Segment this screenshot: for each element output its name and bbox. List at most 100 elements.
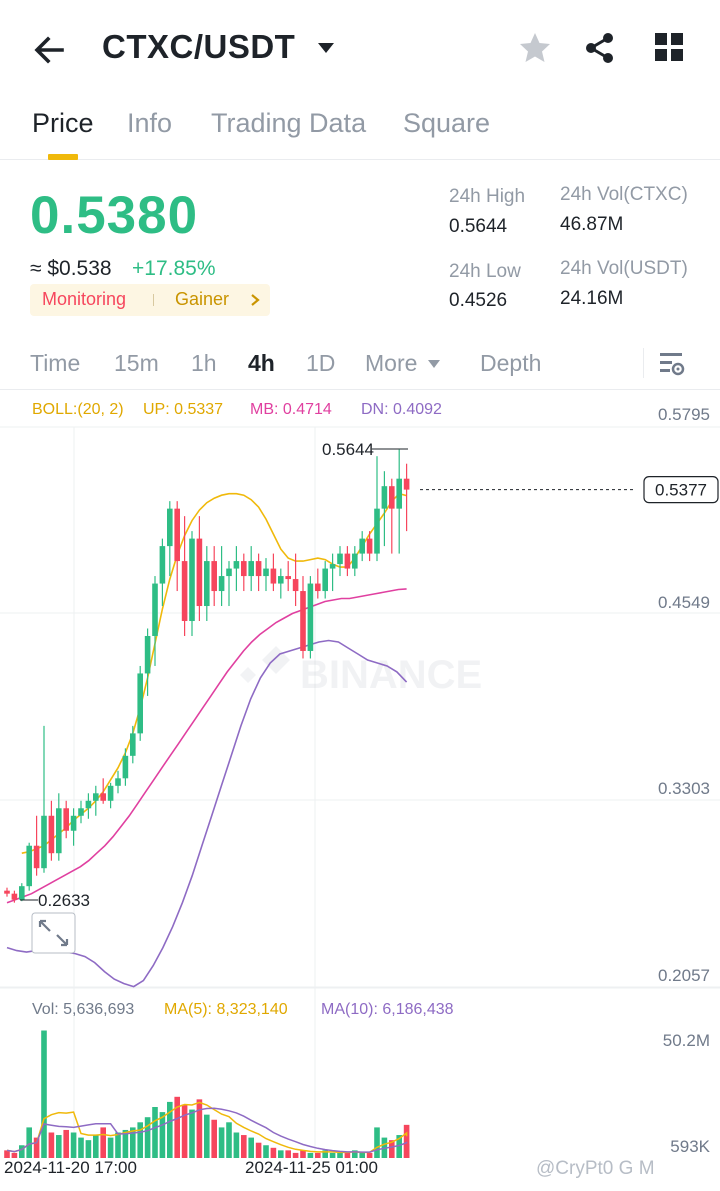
candle-body	[233, 561, 240, 569]
volume-bar	[359, 1152, 365, 1158]
volume-bar	[130, 1127, 136, 1158]
caret-down-icon[interactable]	[316, 40, 336, 56]
tag-divider	[153, 294, 154, 306]
candle-body	[337, 553, 343, 565]
tab-trading-data[interactable]: Trading Data	[211, 108, 367, 138]
expand-chart-button[interactable]	[31, 912, 76, 954]
tf-depth[interactable]: Depth	[480, 350, 542, 376]
candle	[322, 561, 328, 599]
volume-bar	[4, 1150, 10, 1158]
volume-bar	[204, 1114, 210, 1158]
volume-bar	[78, 1137, 84, 1158]
low-annotation: 0.2633	[20, 891, 90, 910]
candle-body	[4, 890, 10, 894]
candle	[48, 800, 55, 861]
tf-more[interactable]: More	[365, 350, 418, 376]
candle-body	[107, 785, 114, 801]
volume-bar	[41, 1030, 47, 1158]
candle-body	[152, 583, 158, 636]
volume-ma-lines	[6, 1101, 408, 1154]
tf-1h[interactable]: 1h	[191, 350, 217, 376]
candle	[366, 531, 373, 562]
candle	[107, 782, 114, 809]
candle	[278, 568, 284, 599]
candle	[196, 516, 203, 622]
boll-middle-line	[6, 588, 407, 904]
candle-body	[278, 576, 284, 584]
tab-square[interactable]: Square	[403, 108, 491, 138]
vol-quote-label: 24h Vol(USDT)	[560, 258, 688, 279]
candle	[189, 531, 195, 636]
chart-settings-icon[interactable]	[658, 350, 686, 378]
tab-active-indicator	[48, 154, 78, 160]
low-value: 0.4526	[449, 290, 508, 311]
volume-bar	[100, 1127, 106, 1158]
binance-watermark-logo: BINANCE	[240, 646, 482, 697]
volume-bar	[278, 1150, 284, 1158]
candle	[100, 778, 106, 804]
candle	[352, 546, 358, 577]
candle	[204, 546, 210, 622]
volume-bar	[352, 1150, 358, 1158]
volume-bar	[300, 1150, 306, 1158]
vol-ma10: MA(10): 6,186,438	[321, 1001, 454, 1018]
candle	[56, 793, 62, 861]
tf-15m[interactable]: 15m	[114, 350, 159, 376]
candle	[137, 665, 143, 741]
tf-time[interactable]: Time	[30, 350, 81, 376]
tf-4h[interactable]: 4h	[248, 350, 275, 376]
candle-body	[122, 755, 129, 779]
candle-body	[56, 808, 62, 854]
volume-bar	[115, 1132, 121, 1158]
tab-price[interactable]: Price	[32, 108, 94, 138]
volume-bar	[63, 1129, 69, 1158]
candle-body	[174, 508, 180, 562]
share-icon[interactable]	[582, 30, 618, 66]
arrow-left-icon[interactable]	[30, 30, 70, 70]
volume-bar	[374, 1127, 380, 1158]
candle-body	[137, 673, 143, 734]
volume-bar	[48, 1132, 55, 1158]
tag-bar[interactable]: Monitoring Gainer	[30, 284, 270, 316]
volume-bar	[33, 1137, 40, 1158]
candle-body	[292, 579, 299, 592]
volume-bar	[189, 1109, 195, 1158]
candle-body	[300, 591, 306, 651]
chart-grid	[0, 426, 720, 1160]
boll-lower-line	[6, 639, 408, 988]
star-icon[interactable]	[517, 30, 553, 66]
candle-body	[115, 778, 121, 786]
candle	[389, 478, 395, 554]
pair-title[interactable]: CTXC/USDT	[102, 28, 296, 65]
candle	[255, 553, 262, 592]
candle-body	[396, 478, 402, 509]
user-watermark: @CryPt0 G M	[536, 1158, 655, 1179]
candle	[300, 576, 306, 659]
candle-body	[181, 561, 188, 622]
svg-text:BINANCE: BINANCE	[300, 653, 482, 697]
vol-value: Vol: 5,636,693	[32, 1001, 134, 1018]
candle	[159, 538, 166, 607]
current-price-marker: 0.5377	[420, 476, 719, 504]
candle-body	[218, 576, 225, 592]
candle-body	[359, 538, 365, 554]
price-chart[interactable]: BINANCE BOLL:(20, 2) UP: 0.5337 MB: 0.47…	[0, 390, 720, 1170]
volume-bar	[218, 1127, 225, 1158]
volume-bar	[248, 1137, 254, 1158]
candle	[181, 516, 188, 636]
caret-down-icon[interactable]	[427, 359, 441, 369]
candle-body	[204, 561, 210, 607]
section-tabs: Price Info Trading Data Square	[0, 100, 720, 160]
low-label: 24h Low	[449, 261, 521, 282]
volume-bar	[144, 1117, 151, 1158]
candle	[381, 471, 388, 547]
candle	[270, 553, 277, 592]
candle-body	[389, 486, 395, 509]
candle-body	[248, 561, 254, 577]
candle-body	[403, 478, 410, 490]
candle	[241, 553, 247, 592]
volume-bar	[241, 1135, 247, 1158]
grid-icon[interactable]	[652, 30, 688, 66]
tab-info[interactable]: Info	[127, 108, 173, 138]
tf-1d[interactable]: 1D	[306, 350, 336, 376]
